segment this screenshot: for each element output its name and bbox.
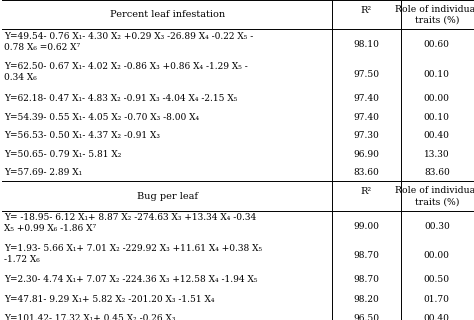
Text: 98.20: 98.20 [353,295,379,304]
Text: Y=1.93- 5.66 X₁+ 7.01 X₂ -229.92 X₃ +11.61 X₄ +0.38 X₅
-1.72 X₆: Y=1.93- 5.66 X₁+ 7.01 X₂ -229.92 X₃ +11.… [4,244,262,264]
Text: 00.10: 00.10 [424,113,450,122]
Text: Y=62.18- 0.47 X₁- 4.83 X₂ -0.91 X₃ -4.04 X₄ -2.15 X₅: Y=62.18- 0.47 X₁- 4.83 X₂ -0.91 X₃ -4.04… [4,94,237,103]
Text: Y=54.39- 0.55 X₁- 4.05 X₂ -0.70 X₃ -8.00 X₄: Y=54.39- 0.55 X₁- 4.05 X₂ -0.70 X₃ -8.00… [4,113,199,122]
Text: Bug per leaf: Bug per leaf [137,192,198,201]
Text: 98.70: 98.70 [353,276,379,284]
Text: 97.50: 97.50 [353,70,379,79]
Text: 00.30: 00.30 [424,221,450,231]
Text: 00.40: 00.40 [424,131,450,140]
Text: Y=47.81- 9.29 X₁+ 5.82 X₂ -201.20 X₃ -1.51 X₄: Y=47.81- 9.29 X₁+ 5.82 X₂ -201.20 X₃ -1.… [4,295,214,304]
Text: 00.40: 00.40 [424,314,450,320]
Text: 83.60: 83.60 [424,168,450,177]
Text: Percent leaf infestation: Percent leaf infestation [109,10,225,19]
Text: 96.90: 96.90 [353,149,379,159]
Text: Role of individual
traits (%): Role of individual traits (%) [395,186,474,206]
Text: 97.30: 97.30 [353,131,379,140]
Text: Role of individual
traits (%): Role of individual traits (%) [395,5,474,25]
Text: Y=49.54- 0.76 X₁- 4.30 X₂ +0.29 X₃ -26.89 X₄ -0.22 X₅ -
0.78 X₆ =0.62 X⁷: Y=49.54- 0.76 X₁- 4.30 X₂ +0.29 X₃ -26.8… [4,32,253,52]
Text: 00.60: 00.60 [424,40,450,49]
Text: 00.10: 00.10 [424,70,450,79]
Text: 99.00: 99.00 [353,221,379,231]
Text: Y=62.50- 0.67 X₁- 4.02 X₂ -0.86 X₃ +0.86 X₄ -1.29 X₅ -
0.34 X₆: Y=62.50- 0.67 X₁- 4.02 X₂ -0.86 X₃ +0.86… [4,62,247,82]
Text: Y=2.30- 4.74 X₁+ 7.07 X₂ -224.36 X₃ +12.58 X₄ -1.94 X₅: Y=2.30- 4.74 X₁+ 7.07 X₂ -224.36 X₃ +12.… [4,276,257,284]
Text: Y=101.42- 17.32 X₁+ 0.45 X₂ -0.26 X₃: Y=101.42- 17.32 X₁+ 0.45 X₂ -0.26 X₃ [4,314,175,320]
Text: 97.40: 97.40 [353,94,379,103]
Text: 13.30: 13.30 [424,149,450,159]
Text: Y= -18.95- 6.12 X₁+ 8.87 X₂ -274.63 X₃ +13.34 X₄ -0.34
X₅ +0.99 X₆ -1.86 X⁷: Y= -18.95- 6.12 X₁+ 8.87 X₂ -274.63 X₃ +… [4,213,256,233]
Text: 00.00: 00.00 [424,94,450,103]
Text: Y=56.53- 0.50 X₁- 4.37 X₂ -0.91 X₃: Y=56.53- 0.50 X₁- 4.37 X₂ -0.91 X₃ [4,131,160,140]
Text: R²: R² [361,6,372,15]
Text: 00.00: 00.00 [424,251,450,260]
Text: 96.50: 96.50 [353,314,379,320]
Text: R²: R² [361,187,372,196]
Text: 00.50: 00.50 [424,276,450,284]
Text: 98.70: 98.70 [353,251,379,260]
Text: 98.10: 98.10 [353,40,379,49]
Text: 01.70: 01.70 [424,295,450,304]
Text: 83.60: 83.60 [353,168,379,177]
Text: 97.40: 97.40 [353,113,379,122]
Text: Y=50.65- 0.79 X₁- 5.81 X₂: Y=50.65- 0.79 X₁- 5.81 X₂ [4,149,121,159]
Text: Y=57.69- 2.89 X₁: Y=57.69- 2.89 X₁ [4,168,82,177]
